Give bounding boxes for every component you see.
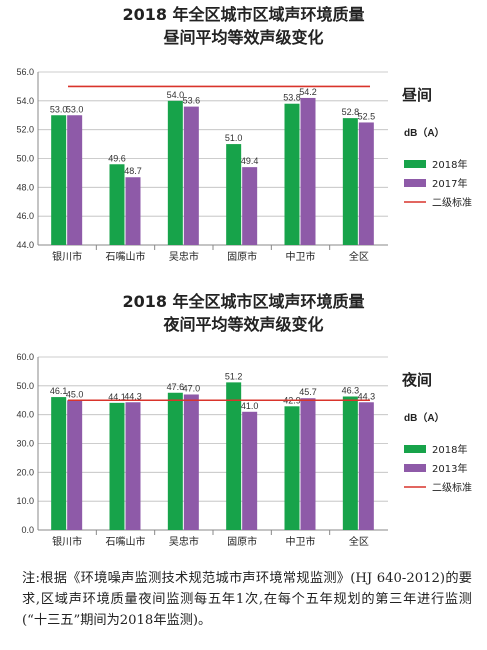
night-unit-label: dB（A） (404, 411, 445, 424)
day-ytick-label: 52.0 (16, 125, 34, 135)
night-category-label: 银川市 (52, 535, 82, 548)
night-chart: 0.0 10.0 20.0 30.0 40.0 50.0 60.0 银川市 46.145.0 石嘴… (16, 352, 472, 548)
day-category-label: 中卫市 (286, 250, 316, 263)
night-data-label: 45.7 (299, 387, 317, 397)
day-bar (183, 106, 199, 245)
footnote: 注:根据《环境噪声监测技术规范城市声环境常规监测》(HJ 640-2012)的要… (22, 571, 472, 628)
night-data-label: 51.2 (225, 371, 243, 381)
night-legend-label: 2018年 (432, 443, 467, 456)
day-unit-label: dB（A） (404, 126, 445, 139)
day-bar (109, 164, 125, 245)
night-data-label: 46.3 (342, 386, 360, 396)
night-ytick-label: 50.0 (16, 381, 34, 391)
day-category-label: 吴忠市 (169, 250, 199, 263)
night-legend-swatch (404, 445, 426, 453)
day-bar (358, 122, 374, 245)
day-data-label: 53.0 (50, 104, 68, 114)
night-category-label: 吴忠市 (169, 535, 199, 548)
night-bar (358, 402, 374, 530)
day-category-label: 银川市 (52, 250, 82, 263)
night-data-label: 44.3 (358, 391, 376, 401)
night-ytick-label: 60.0 (16, 352, 34, 362)
chart-title-night-line1: 2018 年全区城市区域声环境质量 (122, 292, 365, 311)
day-bar (284, 103, 300, 245)
day-ytick-label: 46.0 (16, 211, 34, 221)
night-ytick-label: 20.0 (16, 467, 34, 477)
day-bar (342, 118, 358, 245)
night-bar (51, 397, 67, 530)
night-bar (242, 411, 258, 530)
day-period-label: 昼间 (402, 86, 432, 104)
chart-title-day-line2: 昼间平均等效声级变化 (163, 28, 324, 47)
day-bar (300, 97, 316, 245)
night-bar (284, 406, 300, 530)
night-legend-swatch (404, 464, 426, 472)
night-bar (125, 402, 141, 530)
night-period-label: 夜间 (401, 371, 432, 389)
day-legend-swatch (404, 179, 426, 187)
night-ytick-label: 10.0 (16, 496, 34, 506)
day-data-label: 54.0 (167, 90, 185, 100)
night-data-label: 41.0 (241, 401, 259, 411)
night-bar (342, 396, 358, 530)
day-chart: 44.0 46.0 48.0 50.0 52.0 54.0 56.0 银川市 53.053.0 石… (16, 67, 472, 263)
day-bar (125, 177, 141, 245)
night-ytick-label: 30.0 (16, 439, 34, 449)
night-legend-label: 2013年 (432, 462, 467, 475)
chart-title-day-line1: 2018 年全区城市区域声环境质量 (122, 5, 365, 24)
day-legend-standard-label: 二级标准 (432, 197, 472, 209)
day-ytick-label: 50.0 (16, 154, 34, 164)
day-bar (167, 100, 183, 245)
night-legend-standard-label: 二级标准 (432, 482, 472, 494)
day-ytick-label: 54.0 (16, 96, 34, 106)
day-data-label: 51.0 (225, 133, 243, 143)
night-data-label: 47.6 (167, 382, 185, 392)
day-bar (242, 167, 258, 245)
day-ytick-label: 56.0 (16, 67, 34, 77)
day-bar (226, 144, 242, 245)
day-data-label: 54.2 (299, 87, 317, 97)
day-data-label: 49.4 (241, 156, 259, 166)
day-ytick-label: 48.0 (16, 182, 34, 192)
night-data-label: 45.0 (66, 389, 84, 399)
day-category-label: 全区 (349, 250, 369, 263)
night-data-label: 44.3 (124, 391, 142, 401)
chart-title-night-line2: 夜间平均等效声级变化 (163, 315, 324, 334)
day-bar (51, 115, 67, 245)
night-bar (167, 392, 183, 530)
day-legend-label: 2017年 (432, 177, 467, 190)
day-data-label: 53.0 (66, 104, 84, 114)
day-bar (67, 115, 83, 245)
night-bar (226, 382, 242, 530)
night-bar (109, 402, 125, 530)
day-category-label: 石嘴山市 (106, 250, 146, 263)
day-data-label: 53.6 (183, 96, 201, 106)
day-data-label: 52.5 (358, 111, 376, 121)
night-category-label: 中卫市 (286, 535, 316, 548)
day-data-label: 48.7 (124, 166, 142, 176)
day-data-label: 49.6 (108, 153, 126, 163)
night-category-label: 固原市 (227, 535, 257, 548)
night-data-label: 47.0 (183, 383, 201, 393)
night-bar (300, 398, 316, 530)
day-data-label: 52.8 (342, 107, 360, 117)
day-category-label: 固原市 (227, 250, 257, 263)
day-data-label: 53.8 (283, 93, 301, 103)
night-category-label: 全区 (349, 535, 369, 548)
night-bar (183, 394, 199, 530)
day-ytick-label: 44.0 (16, 240, 34, 250)
night-data-label: 46.1 (50, 386, 68, 396)
night-bar (67, 400, 83, 530)
day-legend-swatch (404, 160, 426, 168)
night-data-label: 44.1 (108, 392, 126, 402)
day-legend-label: 2018年 (432, 158, 467, 171)
night-category-label: 石嘴山市 (106, 535, 146, 548)
night-ytick-label: 40.0 (16, 410, 34, 420)
night-ytick-label: 0.0 (21, 525, 34, 535)
